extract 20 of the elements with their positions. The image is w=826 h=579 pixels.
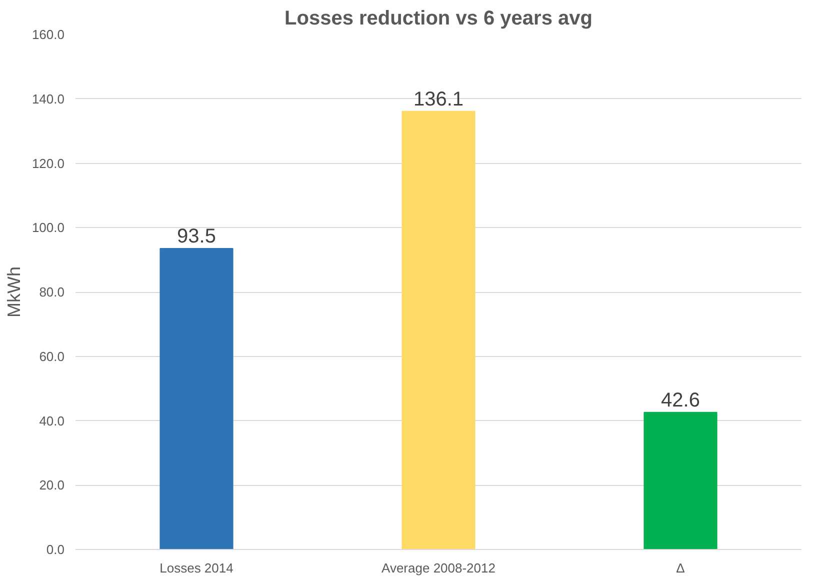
y-tick-label: 20.0 — [39, 478, 65, 493]
y-axis-title: MkWh — [4, 266, 24, 318]
bar — [160, 248, 234, 550]
y-tick-label: 140.0 — [32, 91, 65, 106]
y-tick-label: 40.0 — [39, 413, 65, 428]
chart-title: Losses reduction vs 6 years avg — [284, 8, 592, 30]
y-tick-label: 60.0 — [39, 348, 65, 364]
y-tick-label: 120.0 — [32, 156, 65, 171]
x-tick-label: Losses 2014 — [160, 560, 234, 576]
y-tick-label: 80.0 — [39, 284, 65, 300]
y-tick-label: 160.0 — [32, 27, 65, 42]
y-tick-label: 100.0 — [32, 220, 65, 236]
bar — [644, 412, 718, 550]
x-tick-label: Δ — [676, 560, 686, 576]
bar — [402, 110, 476, 550]
data-label: 42.6 — [661, 389, 700, 412]
y-tick-label: 0.0 — [46, 542, 65, 557]
x-tick-label: Average 2008-2012 — [382, 560, 496, 576]
data-label: 136.1 — [413, 88, 464, 110]
data-label: 93.5 — [177, 226, 216, 248]
